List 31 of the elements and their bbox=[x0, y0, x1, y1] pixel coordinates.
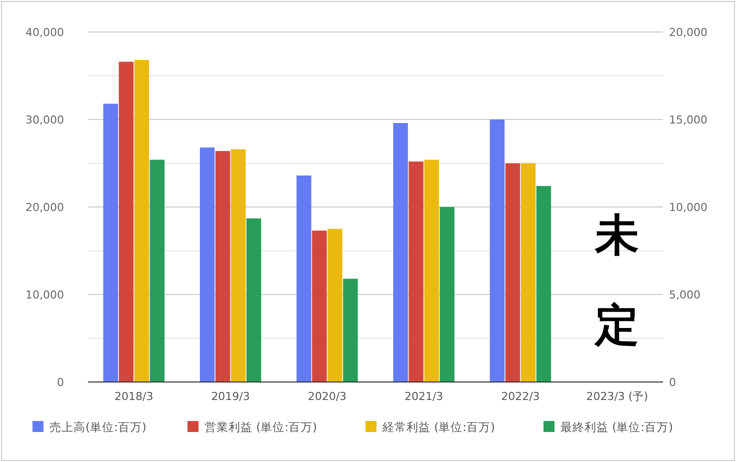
y2-tick-label: 10,000 bbox=[669, 200, 708, 214]
bar bbox=[328, 228, 342, 382]
y2-tick-label: 5,000 bbox=[669, 288, 700, 302]
x-tick-label: 2019/3 bbox=[211, 390, 250, 403]
legend-label: 売上高(単位:百万) bbox=[50, 420, 146, 434]
legend-label: 営業利益 (単位:百万) bbox=[204, 420, 318, 434]
annotation: 未定 bbox=[594, 210, 640, 351]
y-tick-label: 20,000 bbox=[26, 200, 64, 214]
x-tick-label: 2018/3 bbox=[114, 390, 154, 403]
x-tick-label: 2022/3 bbox=[501, 390, 540, 403]
x-tick-label: 2023/3 (予) bbox=[586, 390, 648, 403]
bar bbox=[134, 60, 150, 382]
x-tick-label: 2020/3 bbox=[308, 390, 347, 403]
bar bbox=[230, 149, 246, 382]
y-tick-label: 10,000 bbox=[26, 288, 64, 302]
bar bbox=[536, 186, 552, 382]
y2-tick-label: 15,000 bbox=[669, 113, 708, 126]
legend-label: 最終利益 (単位:百万) bbox=[560, 420, 674, 434]
y2-tick-label: 0 bbox=[669, 376, 676, 389]
bar bbox=[520, 163, 536, 382]
bar bbox=[150, 160, 165, 382]
bar bbox=[246, 218, 262, 382]
bar bbox=[424, 160, 439, 382]
bar bbox=[343, 278, 358, 382]
y2-tick-label: 20,000 bbox=[669, 26, 708, 39]
x-tick-label: 2021/3 bbox=[404, 390, 444, 403]
y-tick-label: 0 bbox=[57, 376, 64, 389]
y-tick-label: 30,000 bbox=[26, 113, 64, 126]
bar bbox=[440, 207, 454, 382]
legend-label: 経常利益 (単位:百万) bbox=[382, 420, 496, 434]
y-tick-label: 40,000 bbox=[26, 26, 64, 39]
